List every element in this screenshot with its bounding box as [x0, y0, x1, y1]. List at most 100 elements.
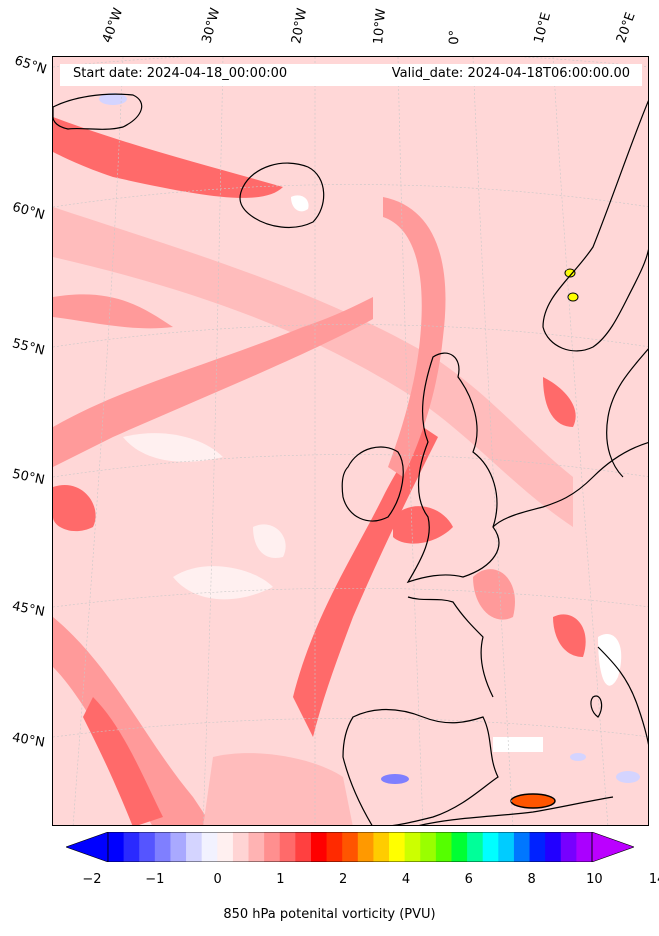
colorbar-cell: [389, 832, 406, 862]
graticule-line: [53, 454, 648, 478]
colorbar-cell: [482, 832, 499, 862]
colorbar-cell: [373, 832, 390, 862]
colorbar-cell: [545, 832, 562, 862]
graticule-line: [552, 57, 609, 825]
pv-contour-band: [53, 117, 283, 198]
continent-north-coast: [492, 442, 648, 528]
pv-negative-patch: [570, 753, 586, 761]
graticule-line: [202, 57, 224, 825]
pv-high-patch: [564, 268, 576, 278]
colorbar-cell: [467, 832, 484, 862]
cb-tick-m1: −1: [145, 872, 165, 887]
lat-label-50n: 50°N: [10, 466, 46, 489]
pv-high-patch: [510, 793, 556, 809]
cb-tick-14: 14: [648, 872, 659, 887]
colorbar-cell: [123, 832, 140, 862]
colorbar-underflow-triangle: [66, 832, 109, 862]
corsica-coast: [590, 695, 603, 718]
cb-tick-4: 4: [401, 872, 411, 887]
colorbar-cell: [498, 832, 515, 862]
pv-missing-data-patch: [493, 737, 543, 752]
lon-label-0: 0°: [447, 29, 463, 45]
colorbar-label: 850 hPa potenital vorticity (PVU): [223, 907, 436, 922]
colorbar-cell: [451, 832, 468, 862]
scandinavia-coast: [542, 100, 648, 352]
colorbar-cells: [66, 832, 634, 862]
iceland-coast: [239, 162, 325, 228]
lon-label-20e: 20°E: [613, 10, 639, 46]
great-britain-coast: [406, 352, 500, 584]
lat-label-65n: 65°N: [12, 53, 49, 78]
colorbar-cell: [264, 832, 281, 862]
pv-contour-band: [393, 506, 453, 544]
colorbar-cell: [170, 832, 187, 862]
pv-contour-field: [53, 93, 640, 825]
graticule-line: [53, 587, 648, 608]
lon-label-10e: 10°E: [531, 10, 555, 46]
greenland-coast: [53, 93, 143, 130]
pv-contour-band: [83, 697, 163, 825]
colorbar-cell: [279, 832, 296, 862]
lat-label-45n: 45°N: [10, 599, 46, 620]
pv-contour-band: [53, 207, 573, 527]
colorbar-cell: [186, 832, 203, 862]
jutland-coast: [606, 348, 648, 478]
graticule-line: [53, 57, 648, 68]
cb-tick-6: 6: [464, 872, 473, 887]
pv-contour-band: [123, 433, 223, 462]
colorbar-cell: [420, 832, 437, 862]
graticule-line: [397, 57, 424, 825]
colorbar-cell: [576, 832, 593, 862]
colorbar-cell: [342, 832, 359, 862]
north-africa-coast: [419, 796, 614, 825]
pv-contour-band: [53, 617, 212, 825]
colorbar-overflow-triangle: [591, 832, 634, 862]
colorbar-cell: [232, 832, 250, 862]
graticule-line: [472, 57, 514, 825]
valid-date-label: Valid_date: 2024-04-18T06:00:00.00: [391, 66, 630, 81]
colorbar-cell: [513, 832, 531, 862]
pv-contour-band: [383, 197, 446, 477]
lon-label-10w: 10°W: [371, 7, 390, 45]
header-bar: [60, 64, 642, 86]
lon-label-40w: 40°W: [99, 6, 127, 45]
colorbar-cell: [310, 832, 328, 862]
pv-contour-band: [53, 294, 173, 329]
pv-negative-patch: [381, 774, 409, 784]
map-panel: [52, 56, 649, 826]
iberia-coast: [342, 708, 499, 825]
pv-contour-band: [53, 297, 373, 467]
colorbar-cell: [154, 832, 171, 862]
colorbar-cell: [248, 832, 265, 862]
france-coast: [407, 596, 494, 698]
start-date-label: Start date: 2024-04-18_00:00:00: [73, 66, 288, 81]
colorbar-cell: [357, 832, 374, 862]
colorbar-cell: [560, 832, 577, 862]
lat-label-60n: 60°N: [10, 199, 47, 224]
cb-tick-m2: −2: [82, 872, 102, 887]
colorbar-cell: [108, 832, 125, 862]
pv-missing-data-patch: [291, 195, 309, 212]
colorbar: [66, 832, 634, 862]
pv-contour-band: [293, 427, 438, 737]
lon-label-20w: 20°W: [289, 7, 311, 46]
coastlines: [53, 93, 648, 825]
colorbar-cell: [435, 832, 452, 862]
graticule-line: [72, 57, 124, 825]
pv-contour-band: [553, 614, 586, 657]
graticule: [53, 57, 648, 825]
lon-label-30w: 30°W: [199, 6, 224, 45]
italy-coast: [597, 646, 648, 746]
colorbar-cell: [139, 832, 156, 862]
colorbar-cell: [217, 832, 234, 862]
lat-label-55n: 55°N: [10, 336, 47, 359]
cb-tick-1: 1: [276, 872, 285, 887]
pv-contour-band: [53, 485, 96, 532]
colorbar-cell: [404, 832, 421, 862]
cb-tick-8: 8: [527, 872, 536, 887]
cb-tick-10: 10: [586, 872, 603, 887]
ireland-coast: [341, 446, 404, 522]
pv-contour-band: [253, 524, 286, 558]
pv-negative-patch: [616, 771, 640, 783]
pv-contour-band: [203, 753, 353, 825]
